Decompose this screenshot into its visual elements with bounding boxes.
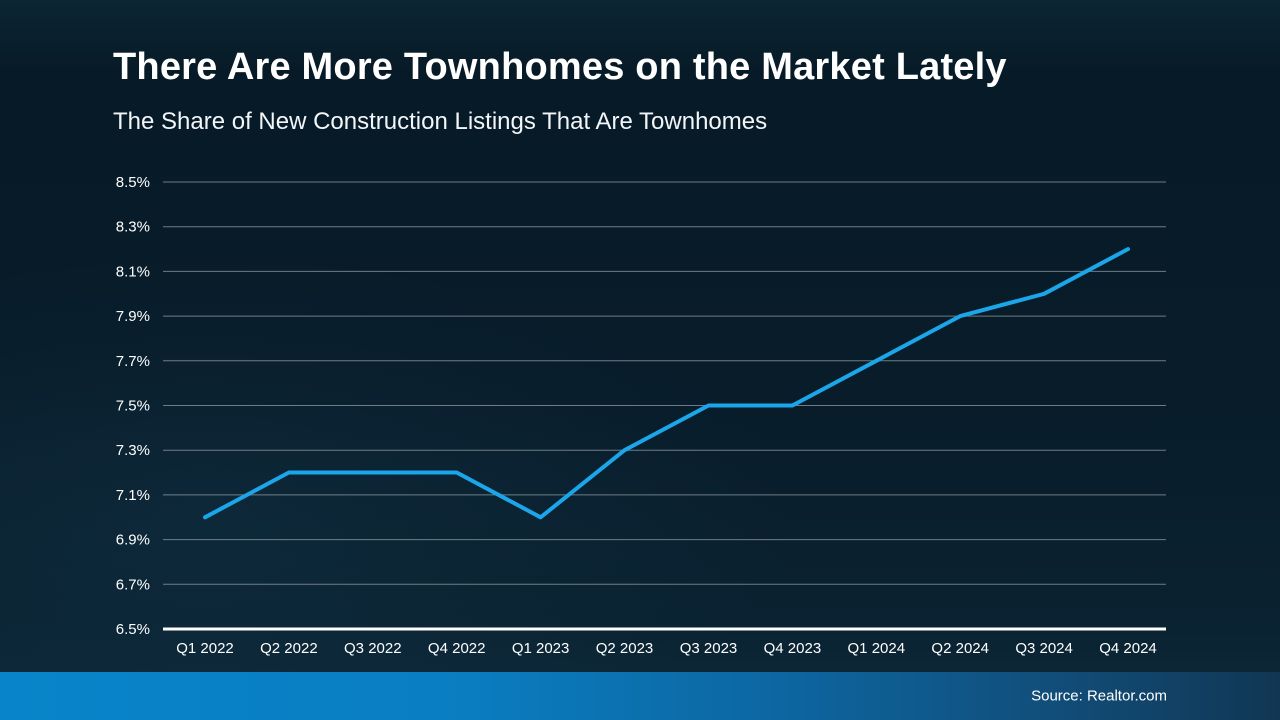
- y-tick-label: 7.7%: [116, 353, 150, 370]
- chart-subtitle: The Share of New Construction Listings T…: [113, 108, 768, 135]
- y-tick-label: 7.9%: [116, 308, 150, 325]
- x-tick-label: Q1 2022: [176, 640, 234, 657]
- x-tick-label: Q2 2023: [596, 640, 654, 657]
- chart-title: There Are More Townhomes on the Market L…: [113, 46, 1007, 88]
- x-tick-label: Q3 2024: [1015, 640, 1073, 657]
- y-tick-label: 7.1%: [116, 487, 150, 504]
- x-tick-label: Q1 2024: [848, 640, 906, 657]
- x-tick-label: Q3 2023: [680, 640, 738, 657]
- y-tick-label: 7.3%: [116, 442, 150, 459]
- y-tick-label: 6.5%: [116, 621, 150, 638]
- y-tick-label: 6.9%: [116, 532, 150, 549]
- y-tick-label: 8.1%: [116, 263, 150, 280]
- x-tick-label: Q2 2022: [260, 640, 318, 657]
- y-tick-label: 8.5%: [116, 174, 150, 191]
- x-tick-label: Q4 2024: [1099, 640, 1157, 657]
- x-tick-label: Q2 2024: [931, 640, 989, 657]
- y-tick-label: 6.7%: [116, 576, 150, 593]
- x-tick-label: Q4 2022: [428, 640, 486, 657]
- x-tick-label: Q1 2023: [512, 640, 570, 657]
- y-tick-label: 7.5%: [116, 398, 150, 415]
- y-tick-label: 8.3%: [116, 219, 150, 236]
- x-tick-label: Q4 2023: [764, 640, 822, 657]
- data-line-townhome-share: [203, 247, 1130, 520]
- source-attribution: Source: Realtor.com: [1031, 687, 1167, 705]
- footer-bar: Source: Realtor.com: [0, 672, 1280, 720]
- x-tick-label: Q3 2022: [344, 640, 402, 657]
